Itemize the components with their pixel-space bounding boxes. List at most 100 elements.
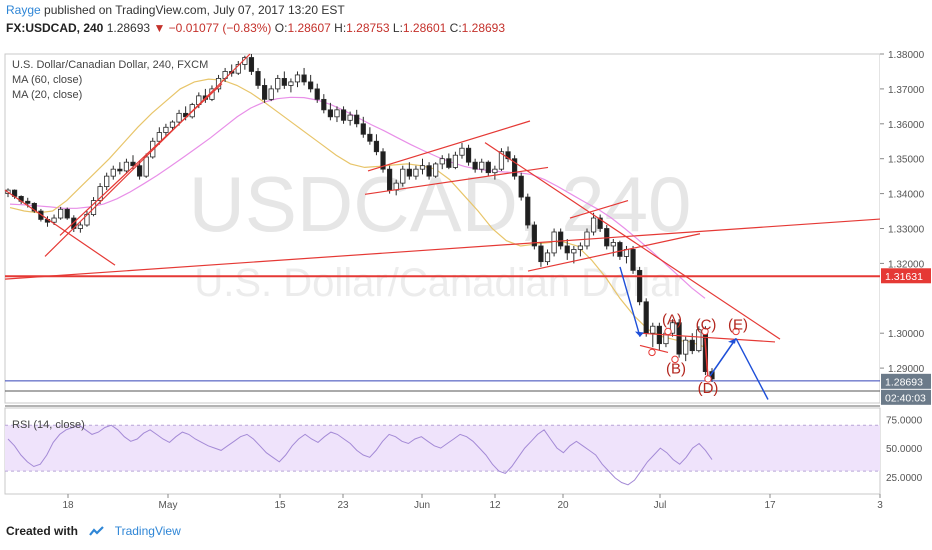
candle-body xyxy=(479,161,485,170)
candle xyxy=(650,322,656,348)
candle-body xyxy=(558,231,564,247)
channel-up-line-2 xyxy=(59,83,223,236)
arrow-head-icon xyxy=(728,338,736,344)
time-tick-label: 3 xyxy=(877,500,883,511)
candle-body xyxy=(465,147,472,163)
wave-point-marker xyxy=(671,355,679,364)
candle xyxy=(97,183,103,205)
ohlc-low-label: L: xyxy=(392,21,403,35)
wave-point-marker xyxy=(701,327,709,336)
flag-lower-line xyxy=(527,233,701,272)
candle-body xyxy=(551,231,557,254)
time-tick-label: 15 xyxy=(274,500,286,511)
rsi-pane[interactable]: 75.0000 50.0000 25.0000 xyxy=(5,415,923,486)
candle xyxy=(255,67,261,89)
candle xyxy=(104,172,110,191)
candle xyxy=(77,222,83,233)
flag-upper-line xyxy=(569,200,629,219)
candle xyxy=(538,242,544,267)
last-price: 1.28693 xyxy=(106,21,151,35)
ohlc-close-label: C: xyxy=(449,21,462,35)
candle xyxy=(288,78,294,93)
watermark: USDCAD, 240 U.S. Dollar/Canadian Dollar xyxy=(189,160,692,305)
candle-body xyxy=(248,57,255,72)
candle-body xyxy=(564,245,570,254)
candle-body xyxy=(136,165,143,177)
candle-body xyxy=(459,147,465,156)
triangle-upper-line xyxy=(639,332,776,343)
candle xyxy=(683,336,689,362)
level-price-tag: 1.31631 xyxy=(885,271,923,283)
candle-body xyxy=(367,133,373,142)
candle-body xyxy=(360,123,366,135)
candle-body xyxy=(294,74,301,83)
last-price-tag: 1.28693 xyxy=(885,376,923,388)
channel-upper-line xyxy=(367,120,531,172)
price-axis[interactable]: 1.38000 1.37000 1.36000 1.35000 1.34000 1.330… xyxy=(880,50,932,405)
price-tick-label: 1.29000 xyxy=(888,364,925,375)
symbol-info: FX:USDCAD, 240 1.28693 ▼ −0.01077 (−0.83… xyxy=(6,21,505,35)
candle xyxy=(163,123,169,137)
candle-body xyxy=(334,109,340,118)
candle xyxy=(446,153,452,170)
wave-label: (E) xyxy=(728,317,748,334)
candle xyxy=(31,202,37,213)
candle-body xyxy=(492,168,498,174)
candle xyxy=(498,148,505,171)
candle-body xyxy=(439,158,445,165)
candle xyxy=(479,158,485,173)
created-with-label: Created with xyxy=(6,524,79,538)
candle-body xyxy=(485,161,491,174)
candle-body xyxy=(340,109,347,121)
candle xyxy=(301,67,307,86)
candle-body xyxy=(630,249,636,271)
candle-body xyxy=(169,121,176,128)
candle-body xyxy=(117,168,123,172)
candle xyxy=(248,54,255,75)
candle-body xyxy=(123,161,130,172)
candle xyxy=(472,158,478,173)
candle xyxy=(518,172,524,201)
candle xyxy=(321,94,327,114)
author-name[interactable]: Rayge xyxy=(6,3,41,17)
candle xyxy=(643,298,649,337)
price-tick-label: 1.36000 xyxy=(888,120,925,131)
rsi-line xyxy=(7,424,713,486)
time-axis[interactable]: 18 May 15 23 Jun 12 20 Jul 17 3 xyxy=(62,494,883,511)
price-chart[interactable]: USDCAD, 240 U.S. Dollar/Canadian Dollar … xyxy=(0,46,932,516)
candle-body xyxy=(104,175,110,188)
candle xyxy=(294,71,301,88)
impulse-arrow-line xyxy=(619,266,641,337)
projection-down-line xyxy=(735,338,769,400)
countdown-tag-bg xyxy=(881,389,931,405)
price-tick-label: 1.38000 xyxy=(888,50,925,61)
candle-body xyxy=(577,245,584,250)
candle-body xyxy=(538,245,544,263)
candle xyxy=(544,249,551,266)
candle xyxy=(564,238,570,260)
candle-body xyxy=(650,325,656,334)
rsi-tick-label: 25.0000 xyxy=(886,473,923,484)
candle xyxy=(327,102,333,121)
time-tick-label: 20 xyxy=(557,500,569,511)
candle-body xyxy=(143,156,149,177)
candle xyxy=(459,142,465,159)
candle-body xyxy=(354,114,360,125)
candle-body xyxy=(452,154,459,168)
candle xyxy=(433,162,439,178)
candle-body xyxy=(689,339,695,352)
candle-body xyxy=(51,217,57,223)
candle-body xyxy=(643,301,649,334)
level-price-tag-bg xyxy=(881,268,931,284)
candle xyxy=(485,160,491,177)
candle xyxy=(354,109,360,128)
tradingview-brand[interactable]: TradingView xyxy=(114,524,181,538)
candle-body xyxy=(400,168,406,184)
ohlc-open: 1.28607 xyxy=(287,21,331,35)
price-tick-label: 1.33000 xyxy=(888,225,925,236)
ohlc-open-label: O: xyxy=(274,21,288,35)
candle xyxy=(656,322,662,351)
candle xyxy=(419,158,426,175)
candle-body xyxy=(406,168,412,177)
candle-body xyxy=(590,217,597,233)
